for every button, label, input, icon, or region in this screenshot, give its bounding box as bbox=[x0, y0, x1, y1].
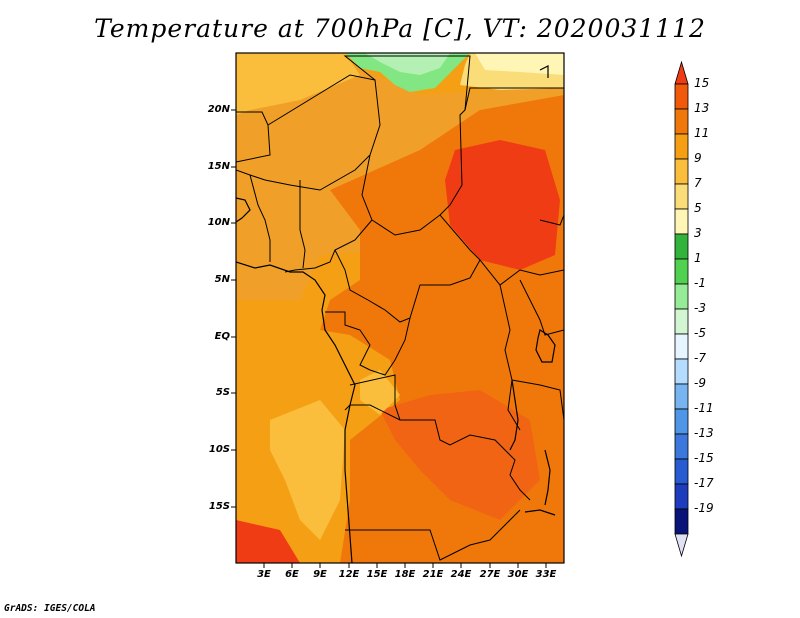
border-gabon-congo bbox=[325, 311, 411, 376]
border-uganda bbox=[519, 279, 564, 336]
colorbar-label: 5 bbox=[694, 201, 702, 215]
border-mali-niger bbox=[236, 74, 381, 191]
lat-label-15n: 15N bbox=[207, 161, 230, 172]
temperature-field bbox=[236, 53, 564, 563]
border-tanzania bbox=[511, 379, 564, 421]
coastlines bbox=[236, 65, 556, 563]
lon-label-9e: 9E bbox=[313, 569, 327, 580]
lon-label-6e: 6E bbox=[285, 569, 299, 580]
colorbar-swatch bbox=[674, 108, 689, 135]
colorbar-swatch bbox=[674, 283, 689, 310]
border-egypt-sudan bbox=[464, 87, 564, 111]
lon-label-33e: 33E bbox=[535, 569, 557, 580]
lat-label-5n: 5N bbox=[214, 274, 230, 285]
colorbar-swatch bbox=[674, 433, 689, 460]
colorbar-bottom-arrow bbox=[674, 533, 689, 558]
border-namibia-zambia bbox=[345, 509, 521, 561]
lon-label-12e: 12E bbox=[338, 569, 360, 580]
border-sudan-east bbox=[539, 214, 564, 226]
field-13c-southwest bbox=[236, 520, 300, 563]
lat-label-5s: 5S bbox=[215, 387, 230, 398]
colorbar-label: 7 bbox=[694, 176, 702, 190]
grads-credit: GrADS: IGES/COLA bbox=[4, 603, 96, 614]
lake-malawi bbox=[544, 449, 551, 506]
map-title: Temperature at 700hPa [C], VT: 202003111… bbox=[94, 14, 706, 43]
colorbar-label: 3 bbox=[694, 226, 702, 240]
colorbar-swatch bbox=[674, 308, 689, 335]
lon-label-21e: 21E bbox=[422, 569, 444, 580]
lat-label-eq: EQ bbox=[214, 331, 230, 342]
colorbar-swatch bbox=[674, 458, 689, 485]
lat-label-20n: 20N bbox=[207, 104, 230, 115]
border-car-sudan bbox=[371, 214, 564, 286]
colorbar-label: -17 bbox=[694, 476, 714, 490]
colorbar-swatch bbox=[674, 133, 689, 160]
colorbar-label: -1 bbox=[694, 276, 706, 290]
colorbar-label: 13 bbox=[694, 101, 710, 115]
border-benin bbox=[299, 180, 306, 269]
lake-victoria bbox=[535, 329, 556, 363]
map-frame bbox=[235, 52, 565, 564]
border-angola-north bbox=[344, 404, 401, 421]
colorbar-swatch bbox=[674, 408, 689, 435]
colorbar-label: -9 bbox=[694, 376, 706, 390]
colorbar-label: -7 bbox=[694, 351, 706, 365]
field-7c-southwest bbox=[270, 400, 345, 540]
lake-kariba bbox=[524, 509, 556, 516]
colorbar-swatch bbox=[674, 358, 689, 385]
border-burkina-ghana bbox=[249, 174, 271, 262]
colorbar-swatch bbox=[674, 258, 689, 285]
colorbar-swatch bbox=[674, 183, 689, 210]
country-borders bbox=[236, 55, 564, 561]
colorbar-label: -3 bbox=[694, 301, 706, 315]
coast-red-sea bbox=[539, 65, 549, 78]
colorbar-label: 15 bbox=[694, 76, 710, 90]
colorbar-label: 1 bbox=[694, 251, 702, 265]
colorbar-label: -19 bbox=[694, 501, 714, 515]
field-minus1c-north bbox=[365, 53, 450, 75]
colorbar-label: -5 bbox=[694, 326, 706, 340]
colorbar-swatch bbox=[674, 233, 689, 260]
colorbar-swatch bbox=[674, 208, 689, 235]
lon-label-3e: 3E bbox=[257, 569, 271, 580]
border-libya-chad bbox=[343, 55, 471, 216]
border-cameroon-congo bbox=[334, 249, 481, 323]
lat-label-15s: 15S bbox=[208, 501, 230, 512]
colorbar-swatch bbox=[674, 508, 689, 535]
colorbar-swatch bbox=[674, 333, 689, 360]
axis-ticks bbox=[231, 109, 547, 568]
colorbar-label: 9 bbox=[694, 151, 702, 165]
colorbar-label: -15 bbox=[694, 451, 714, 465]
border-drc-east bbox=[499, 284, 521, 431]
lat-label-10n: 10N bbox=[207, 217, 230, 228]
colorbar-swatch bbox=[674, 383, 689, 410]
colorbar-swatch bbox=[674, 483, 689, 510]
border-drc-angola bbox=[349, 374, 531, 501]
colorbar bbox=[674, 60, 689, 558]
lon-label-27e: 27E bbox=[479, 569, 501, 580]
coast-west-africa bbox=[236, 261, 356, 563]
colorbar-label: -11 bbox=[694, 401, 714, 415]
lat-label-10s: 10S bbox=[208, 444, 230, 455]
colorbar-top-arrow bbox=[674, 60, 689, 85]
field-13c-hotspot bbox=[445, 140, 560, 270]
lon-label-30e: 30E bbox=[507, 569, 529, 580]
coast-senegal bbox=[236, 197, 251, 223]
colorbar-label: 11 bbox=[694, 126, 710, 140]
lon-label-24e: 24E bbox=[450, 569, 472, 580]
lon-label-18e: 18E bbox=[394, 569, 416, 580]
field-7c-coast bbox=[360, 370, 400, 415]
field-11c-central bbox=[380, 390, 540, 520]
field-7c-north bbox=[236, 53, 360, 115]
colorbar-swatch bbox=[674, 83, 689, 110]
colorbar-label: -13 bbox=[694, 426, 714, 440]
lake-tanganyika bbox=[509, 379, 519, 451]
lon-label-15e: 15E bbox=[366, 569, 388, 580]
colorbar-swatch bbox=[674, 158, 689, 185]
